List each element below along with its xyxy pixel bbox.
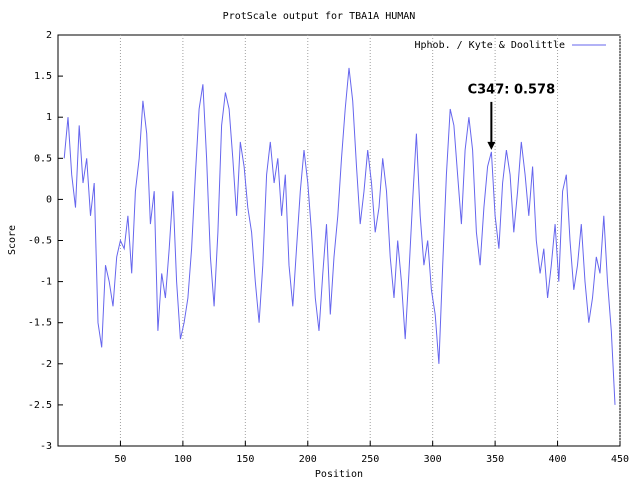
x-tick-label: 50 [114,454,126,465]
data-line [63,67,616,405]
x-tick-label: 450 [611,454,629,465]
y-axis-label: Score [7,225,18,255]
x-axis-label: Position [315,469,363,480]
y-tick-label: -0.5 [28,236,52,247]
y-tick-label: -2.5 [28,400,52,411]
y-tick-label: 2 [46,30,52,41]
y-tick-label: 1 [46,112,52,123]
x-tick-label: 150 [236,454,254,465]
annotation-arrowhead [487,141,496,150]
x-tick-label: 300 [424,454,442,465]
x-tick-label: 350 [486,454,504,465]
y-tick-label: 1.5 [34,71,52,82]
y-tick-label: -3 [40,441,52,452]
y-tick-label: -2 [40,359,52,370]
y-tick-label: 0.5 [34,153,52,164]
annotation: C347: 0.578 [468,82,556,97]
legend-label: Hphob. / Kyte & Doolittle [414,40,565,51]
x-tick-label: 100 [174,454,192,465]
x-tick-label: 250 [361,454,379,465]
x-tick-label: 200 [299,454,317,465]
y-tick-label: -1 [40,277,52,288]
y-tick-label: 0 [46,194,52,205]
y-tick-label: -1.5 [28,318,52,329]
chart-title: ProtScale output for TBA1A HUMAN [223,11,416,22]
x-tick-label: 400 [549,454,567,465]
